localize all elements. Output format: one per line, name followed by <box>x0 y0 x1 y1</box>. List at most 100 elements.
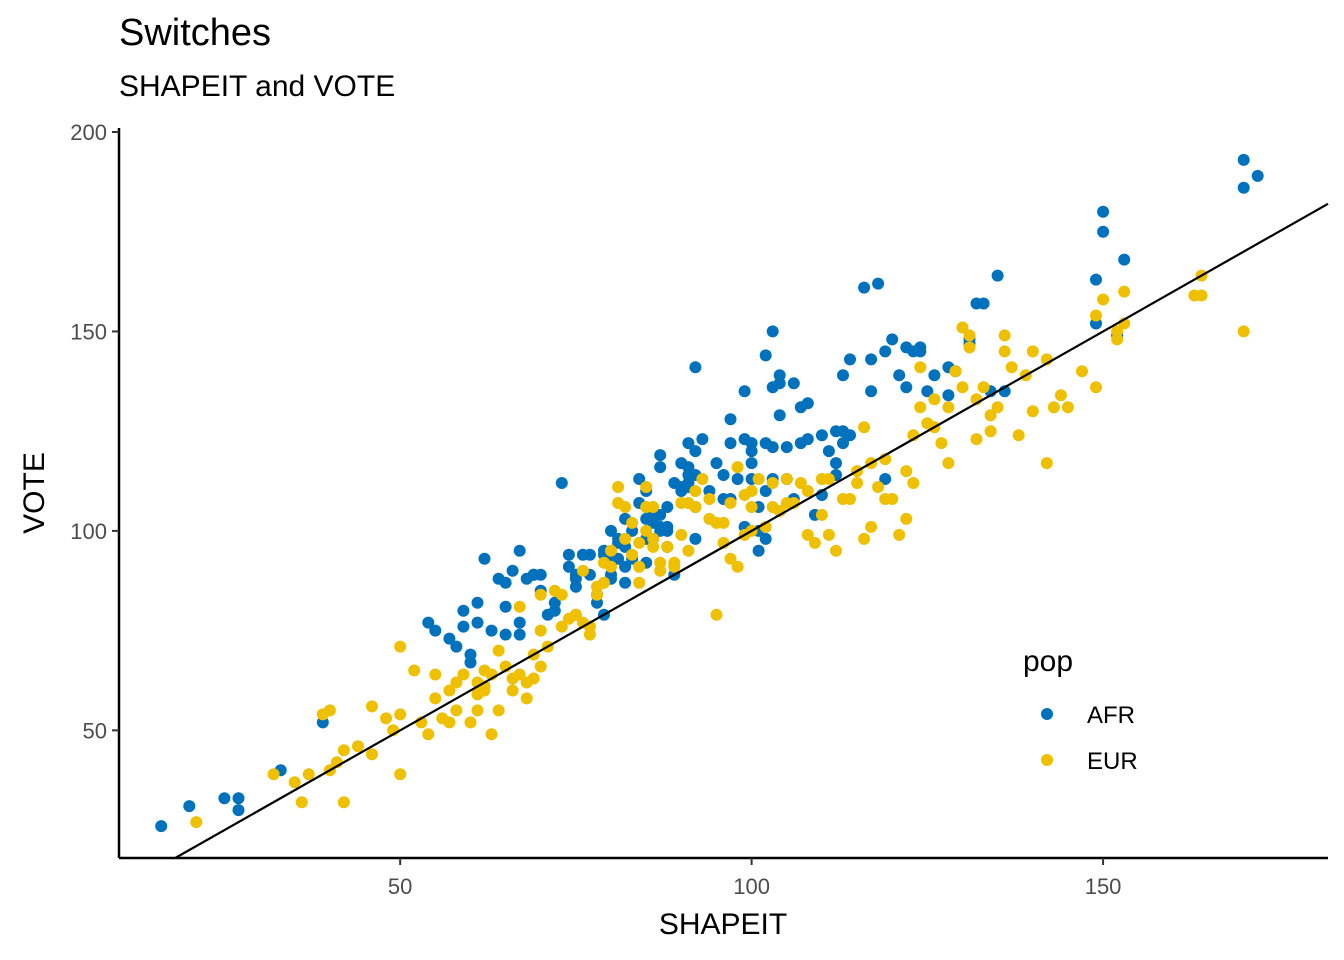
data-point <box>626 548 639 561</box>
data-point <box>731 560 744 573</box>
data-point <box>534 624 547 637</box>
data-point <box>583 548 596 561</box>
data-point <box>562 560 575 573</box>
data-point <box>605 524 617 537</box>
data-point <box>963 341 976 354</box>
data-point <box>633 536 646 549</box>
data-point <box>942 457 955 470</box>
data-point <box>689 445 702 458</box>
data-point <box>654 449 667 462</box>
data-point <box>513 628 526 641</box>
data-point <box>724 437 737 450</box>
data-point <box>267 768 280 781</box>
reference-line-group <box>174 202 1329 859</box>
data-point <box>1237 153 1250 166</box>
data-point <box>1090 273 1102 286</box>
data-point <box>1237 325 1250 338</box>
data-point <box>471 616 484 629</box>
data-point <box>534 660 547 673</box>
data-point <box>422 728 435 741</box>
legend-label: AFR <box>1087 702 1135 729</box>
data-point <box>766 325 779 338</box>
series-eur <box>190 269 1250 829</box>
data-point <box>1076 365 1088 378</box>
x-tick-label: 150 <box>1085 874 1122 899</box>
data-point <box>1097 293 1110 306</box>
data-point <box>661 540 674 553</box>
data-point <box>991 401 1004 414</box>
data-point <box>668 560 681 573</box>
data-point <box>1111 325 1124 338</box>
data-point <box>865 520 878 533</box>
data-point <box>450 676 463 689</box>
data-point <box>1061 401 1074 414</box>
data-point <box>963 329 976 342</box>
data-point <box>569 608 582 621</box>
data-point <box>921 385 934 398</box>
y-tick-label: 200 <box>70 120 107 145</box>
data-point <box>914 341 927 354</box>
data-point <box>928 393 941 406</box>
data-point <box>1012 429 1025 442</box>
data-point <box>302 768 315 781</box>
data-point <box>443 684 456 697</box>
data-point <box>914 361 927 374</box>
data-point <box>724 413 737 426</box>
data-point <box>513 600 526 613</box>
data-point <box>822 445 835 458</box>
series-afr <box>155 153 1264 833</box>
data-point <box>661 501 674 513</box>
data-point <box>872 481 885 493</box>
data-point <box>513 616 526 629</box>
data-point <box>654 556 667 569</box>
data-point <box>506 684 519 697</box>
data-point <box>1118 253 1131 266</box>
data-point <box>366 700 378 713</box>
data-point <box>408 664 421 677</box>
data-point <box>1237 181 1250 194</box>
data-point <box>190 816 203 829</box>
data-point <box>844 353 856 366</box>
data-point <box>337 796 350 809</box>
data-point <box>808 536 821 549</box>
data-point <box>682 477 695 489</box>
data-point <box>991 269 1004 282</box>
data-point <box>815 429 828 442</box>
data-point <box>837 369 849 382</box>
data-point <box>731 473 744 485</box>
data-point <box>485 624 498 637</box>
data-point <box>492 704 505 717</box>
data-point <box>337 744 350 757</box>
data-point <box>548 596 561 609</box>
data-point <box>619 501 632 513</box>
data-point <box>914 401 927 414</box>
data-point <box>773 369 786 382</box>
data-point <box>323 704 336 717</box>
data-point <box>830 544 842 557</box>
data-point <box>457 668 470 681</box>
data-point <box>703 493 716 505</box>
data-point <box>612 552 625 565</box>
data-point <box>555 588 568 601</box>
data-point <box>443 632 456 645</box>
data-point <box>872 277 885 290</box>
data-point <box>633 473 646 485</box>
data-point <box>640 524 653 537</box>
data-point <box>1251 169 1264 182</box>
data-point <box>900 512 913 525</box>
data-point <box>759 532 772 545</box>
data-point <box>759 485 772 497</box>
data-point <box>858 421 871 434</box>
data-points <box>155 153 1264 833</box>
data-point <box>745 437 758 450</box>
data-point <box>661 524 674 537</box>
data-point <box>787 377 800 390</box>
data-point <box>352 740 364 753</box>
data-point <box>998 329 1011 342</box>
data-point <box>605 560 617 573</box>
data-point <box>844 429 856 442</box>
data-point <box>731 461 744 474</box>
data-point <box>1118 285 1131 298</box>
data-point <box>605 544 617 557</box>
